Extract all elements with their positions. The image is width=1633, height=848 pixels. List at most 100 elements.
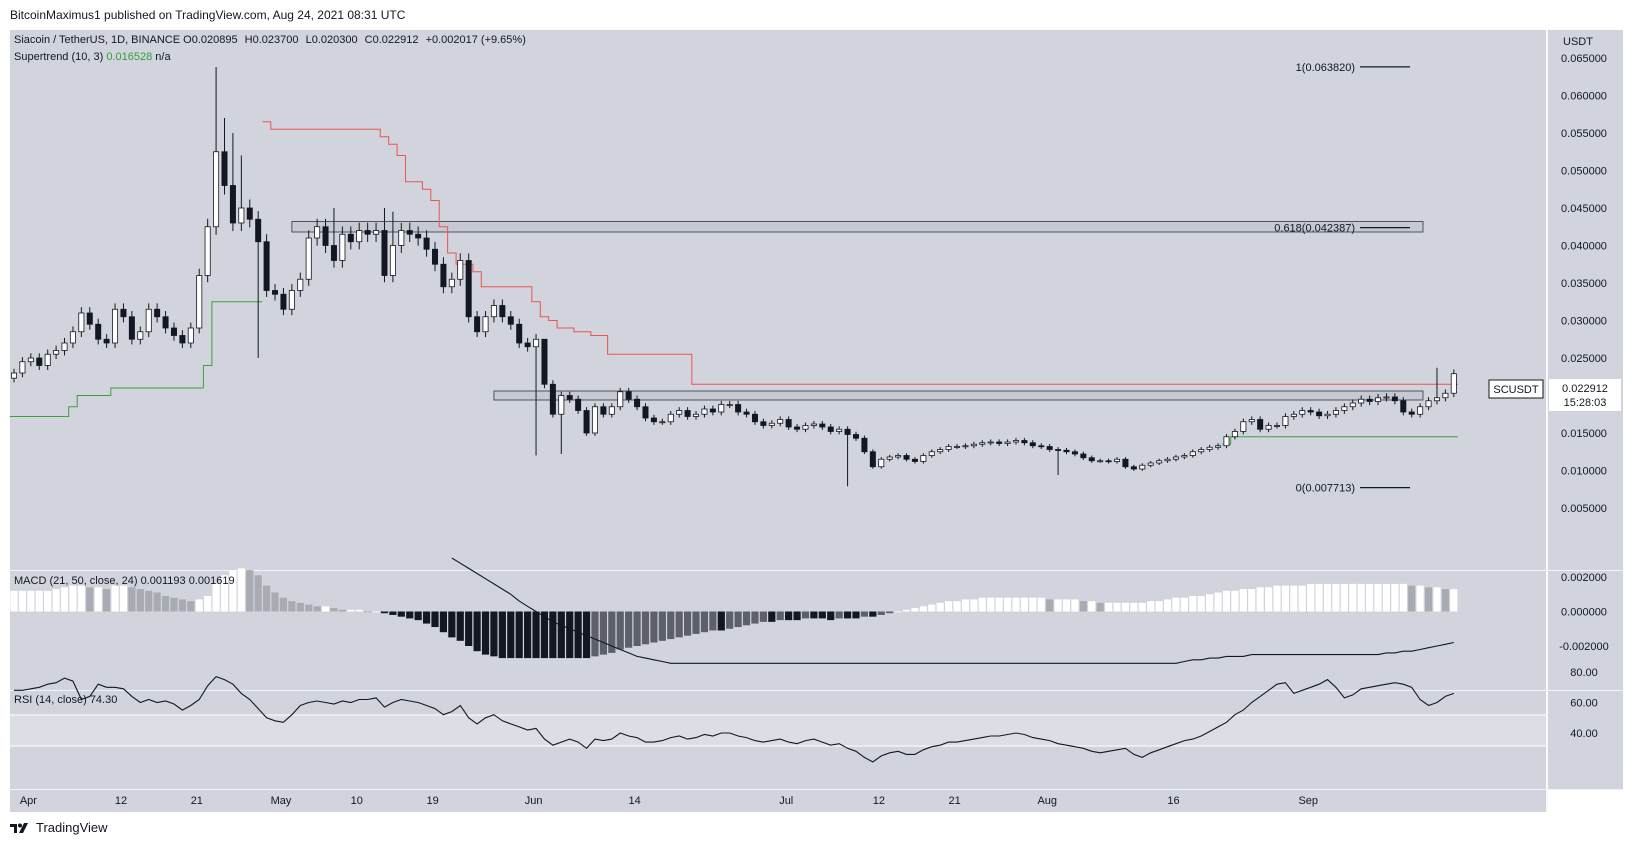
candle[interactable] [701,408,708,415]
candle[interactable] [213,151,220,228]
last-price-tag[interactable]: SCUSDT 0.022912 15:28:03 [1488,379,1621,411]
candle[interactable] [27,357,34,363]
candle[interactable] [1425,400,1432,408]
candle[interactable] [381,230,388,276]
candle[interactable] [751,413,758,423]
candle[interactable] [263,241,270,291]
candle[interactable] [1408,411,1415,415]
candle[interactable] [373,230,380,235]
candle[interactable] [179,335,186,344]
candle[interactable] [659,421,666,424]
candle[interactable] [1257,419,1264,430]
candle[interactable] [1442,392,1449,399]
candle[interactable] [1391,396,1398,402]
candle[interactable] [482,316,489,333]
symbol-legend[interactable]: Siacoin / TetherUS, 1D, BINANCE O0.02089… [14,34,530,46]
candle[interactable] [112,308,119,344]
candle[interactable] [154,308,161,318]
macd-legend[interactable]: MACD (21, 50, close, 24) 0.001193 0.0016… [14,575,235,587]
candle[interactable] [347,233,354,243]
candle[interactable] [162,316,169,329]
candle[interactable] [853,434,860,439]
rsi-legend[interactable]: RSI (14, close) 74.30 [14,694,117,706]
candle[interactable] [895,455,902,458]
candle[interactable] [667,413,674,423]
candle[interactable] [1366,398,1373,402]
candle[interactable] [448,278,455,288]
candle[interactable] [1097,460,1104,463]
candle[interactable] [1156,460,1163,464]
candle[interactable] [878,458,885,468]
candle[interactable] [221,151,228,186]
candle[interactable] [288,290,295,310]
candle[interactable] [1375,397,1382,402]
candle[interactable] [735,404,742,413]
candle[interactable] [10,372,17,379]
candle[interactable] [255,218,262,243]
candle[interactable] [322,226,329,246]
resistance-zone[interactable] [291,221,1424,233]
candle[interactable] [676,410,683,415]
macd-signal-line[interactable] [451,557,1454,664]
candle[interactable] [810,423,817,426]
candle[interactable] [1282,416,1289,426]
candle[interactable] [314,226,321,239]
candle[interactable] [886,456,893,460]
candle[interactable] [987,441,994,444]
candle[interactable] [558,395,565,415]
candle[interactable] [53,350,60,355]
candle[interactable] [844,428,851,435]
candle[interactable] [591,406,598,434]
candle[interactable] [246,207,253,220]
candle[interactable] [330,245,337,261]
support-zone[interactable] [493,390,1424,401]
candle[interactable] [802,425,809,430]
candle[interactable] [170,327,177,336]
candle[interactable] [128,316,135,340]
candle[interactable] [583,410,590,434]
candle[interactable] [768,422,775,426]
rsi-line[interactable] [14,675,1454,763]
candle[interactable] [19,361,26,374]
candle[interactable] [1139,464,1146,470]
candle[interactable] [1307,410,1314,413]
candle[interactable] [634,398,641,408]
candle[interactable] [608,406,615,415]
candle[interactable] [280,293,287,310]
supertrend-up-line[interactable] [9,301,263,417]
candle[interactable] [996,441,1003,444]
candle[interactable] [1021,440,1028,444]
candle[interactable] [1012,440,1019,443]
candle[interactable] [1215,445,1222,448]
candle[interactable] [507,316,514,325]
candle[interactable] [693,413,700,417]
candle[interactable] [642,406,649,419]
candle[interactable] [1130,466,1137,470]
candle[interactable] [415,233,422,239]
candle[interactable] [1172,456,1179,460]
candle[interactable] [423,237,430,250]
candle[interactable] [962,445,969,448]
candle[interactable] [1332,410,1339,415]
candle[interactable] [684,410,691,417]
candle[interactable] [1114,458,1121,462]
candle[interactable] [1324,413,1331,417]
candle[interactable] [827,426,834,432]
candle[interactable] [1071,451,1078,455]
candle[interactable] [398,230,405,246]
candle[interactable] [1316,411,1323,417]
candle[interactable] [272,290,279,295]
candle[interactable] [1038,445,1045,448]
candle[interactable] [954,446,961,448]
candle[interactable] [1400,400,1407,413]
candle[interactable] [187,327,194,344]
candle[interactable] [1433,397,1440,402]
candle[interactable] [617,391,624,408]
candle[interactable] [204,226,211,276]
candle[interactable] [861,437,868,453]
candle[interactable] [1450,373,1457,394]
candle[interactable] [903,455,910,460]
candle[interactable] [760,421,767,426]
candle[interactable] [61,342,68,351]
candle[interactable] [1046,446,1053,450]
